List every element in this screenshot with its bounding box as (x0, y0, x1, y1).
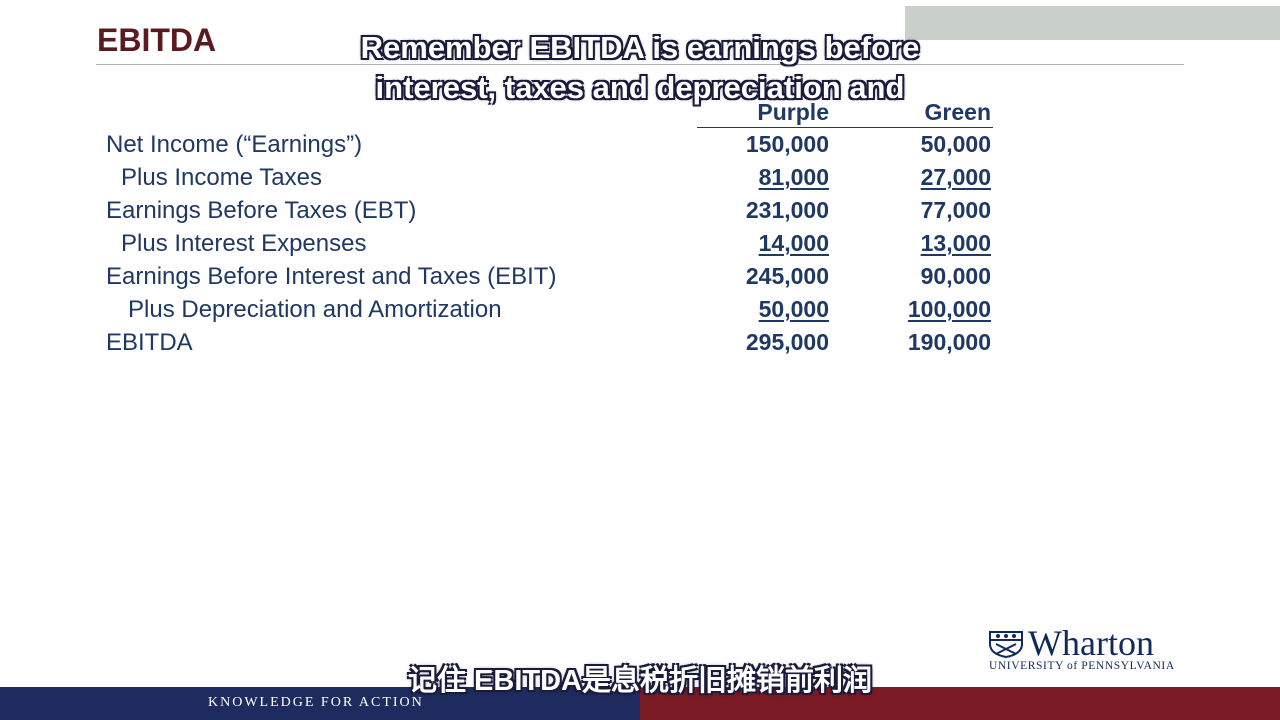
row-label: Earnings Before Interest and Taxes (EBIT… (106, 263, 557, 290)
row-value-purple: 150,000 (745, 131, 829, 157)
caption-top-line1: Remember EBITDA is earnings before (360, 30, 920, 65)
row-label: Plus Interest Expenses (121, 230, 367, 257)
column-header-purple: Purple (757, 99, 829, 125)
row-label: Plus Depreciation and Amortization (128, 296, 502, 323)
row-value-green: 90,000 (920, 263, 991, 289)
caption-top: Remember EBITDA is earnings before inter… (250, 28, 1030, 108)
row-value-green: 77,000 (920, 197, 991, 223)
table-row: EBITDA 295,000 190,000 (0, 329, 1280, 362)
table-row: Plus Depreciation and Amortization 50,00… (0, 296, 1280, 329)
column-header-green: Green (924, 99, 991, 125)
slide-title: EBITDA (97, 22, 217, 58)
table-row: Plus Interest Expenses 14,000 13,000 (0, 230, 1280, 263)
title-divider (96, 64, 1184, 65)
footer-bar-right (640, 687, 1280, 720)
table-row: Net Income (“Earnings”) 150,000 50,000 (0, 131, 1280, 164)
column-header-rule (697, 127, 993, 128)
logo-wordmark: Wharton (1028, 623, 1154, 663)
row-value-green: 27,000 (920, 164, 991, 190)
corner-box (905, 6, 1280, 40)
footer-tagline: KNOWLEDGE FOR ACTION (208, 695, 424, 710)
row-value-purple: 50,000 (758, 296, 829, 322)
row-value-purple: 245,000 (745, 263, 829, 289)
row-value-purple: 295,000 (745, 329, 829, 355)
row-value-purple: 14,000 (758, 230, 829, 256)
logo-subtitle: UNIVERSITY of PENNSYLVANIA (989, 660, 1175, 672)
table-row: Earnings Before Interest and Taxes (EBIT… (0, 263, 1280, 296)
row-label: Net Income (“Earnings”) (106, 131, 363, 158)
row-label: Plus Income Taxes (121, 164, 322, 191)
caption-bottom: 记住 EBITDA是息税折旧摊销前利润 (407, 665, 872, 697)
row-value-green: 100,000 (907, 296, 991, 322)
row-label: EBITDA (106, 329, 193, 356)
footer-bar-left (0, 687, 640, 720)
row-value-green: 50,000 (920, 131, 991, 157)
table-row: Plus Income Taxes 81,000 27,000 (0, 164, 1280, 197)
table-row: Earnings Before Taxes (EBT) 231,000 77,0… (0, 197, 1280, 230)
row-value-green: 13,000 (920, 230, 991, 256)
row-value-purple: 81,000 (758, 164, 829, 190)
wharton-logo: Wharton UNIVERSITY of PENNSYLVANIA (988, 623, 1193, 674)
penn-shield-icon (989, 631, 1023, 658)
caption-top-line2: interest, taxes and depreciation and (375, 70, 905, 105)
row-value-green: 190,000 (907, 329, 991, 355)
row-label: Earnings Before Taxes (EBT) (106, 197, 417, 224)
row-value-purple: 231,000 (745, 197, 829, 223)
